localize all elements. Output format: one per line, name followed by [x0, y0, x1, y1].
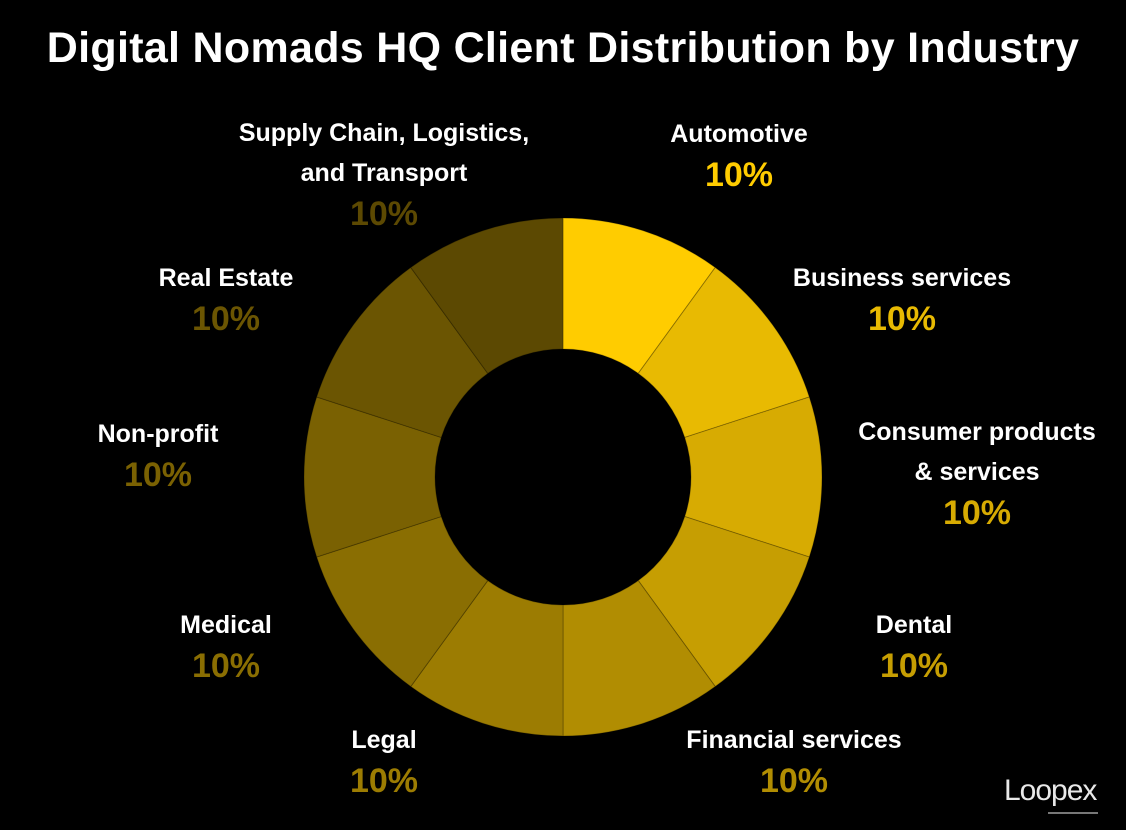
slice-label: Business services 10% [793, 258, 1011, 340]
slice-business-services [637, 266, 810, 439]
slice-name: Legal [351, 726, 417, 754]
slice-label: Dental 10% [876, 605, 952, 687]
slice-consumer-products-services [684, 396, 823, 558]
slice-value: 10% [191, 647, 261, 685]
slice-label: Real Estate 10% [159, 258, 294, 340]
slice-real-estate [316, 266, 489, 439]
slice-label: Legal 10% [350, 720, 418, 802]
slice-value: 10% [867, 300, 937, 338]
slice-name: Financial services [686, 726, 902, 754]
chart-title: Digital Nomads HQ Client Distribution by… [46, 24, 1080, 72]
slice-legal [410, 579, 564, 737]
slice-label: Consumer products & services 10% [858, 412, 1096, 534]
slice-value: 10% [879, 647, 949, 685]
slice-name: & services [914, 458, 1040, 486]
slice-label: Medical 10% [180, 605, 272, 687]
slice-financial-services [562, 579, 716, 737]
slice-label: Financial services 10% [686, 720, 901, 802]
slice-label: Supply Chain, Logistics, and Transport 10% [239, 113, 529, 235]
slice-value: 10% [191, 300, 261, 338]
slice-name: Automotive [670, 120, 808, 148]
slice-value: 10% [349, 195, 419, 233]
slice-non-profit [303, 396, 442, 558]
slice-name: Medical [180, 611, 272, 639]
slice-dental [637, 515, 810, 688]
slice-value: 10% [759, 762, 829, 800]
slice-name: Supply Chain, Logistics, [238, 119, 530, 147]
slice-name: Dental [875, 611, 953, 639]
slice-value: 10% [123, 456, 193, 494]
slice-name: Business services [792, 264, 1012, 292]
slice-label: Automotive 10% [670, 114, 808, 196]
slice-name: and Transport [300, 159, 468, 187]
slice-name: Real Estate [158, 264, 294, 292]
slice-supply-chain-logistics-and-transport [410, 217, 564, 375]
slice-automotive [562, 217, 716, 375]
brand-logo: Loopex [1004, 774, 1097, 807]
logo-underline [1048, 812, 1098, 814]
slice-medical [316, 515, 489, 688]
slice-value: 10% [942, 494, 1012, 532]
slice-value: 10% [704, 156, 774, 194]
slice-name: Consumer products [858, 418, 1096, 446]
slice-label: Non-profit 10% [98, 414, 219, 496]
slice-value: 10% [349, 762, 419, 800]
slice-name: Non-profit [97, 420, 219, 448]
